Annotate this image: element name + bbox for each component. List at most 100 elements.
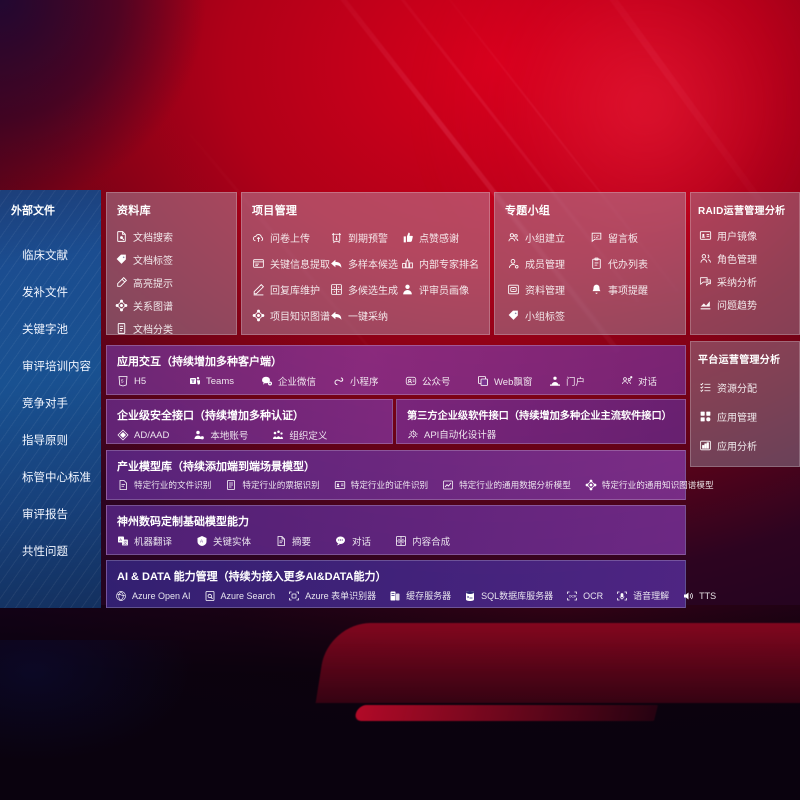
interact-item-mini-program[interactable]: 小程序	[333, 374, 405, 388]
interact-item-portal[interactable]: 门户	[549, 374, 621, 388]
third-item-api-designer[interactable]: API自动化设计器	[407, 427, 496, 441]
kb-item-document-search[interactable]: 文档搜索	[115, 225, 228, 248]
sidebar-item-review-training[interactable]: 审评培训内容	[0, 347, 101, 384]
tg-item-group-tag[interactable]: 小组标签	[507, 303, 590, 328]
pm-item-one-click-adopt[interactable]: 一键采纳	[330, 303, 401, 328]
tg-item-label: 小组建立	[525, 234, 565, 245]
base-item-dialog[interactable]: 对话	[335, 534, 371, 548]
background-shape	[0, 640, 330, 800]
model-item-receipt-recognition[interactable]: 特定行业的票据识别	[225, 479, 320, 491]
sidebar-item-common-issues[interactable]: 共性问题	[0, 532, 101, 569]
kb-item-document-tag[interactable]: 文档标签	[115, 248, 228, 271]
sec-item-local-account[interactable]: 本地账号	[193, 428, 248, 442]
ai-item-sql-database[interactable]: SQL数据库服务器	[464, 589, 553, 602]
base-item-content-synthesis[interactable]: 内容合成	[395, 534, 450, 548]
interact-item-teams[interactable]: Teams	[189, 375, 261, 387]
sidebar-item-label: 审评报告	[22, 508, 68, 521]
sidebar-item-supplement-docs[interactable]: 发补文件	[0, 273, 101, 310]
pm-item-multi-sample-candidate[interactable]: 多样本候选	[330, 251, 401, 276]
sidebar-item-keyword-pool[interactable]: 关键字池	[0, 310, 101, 347]
pm-item-reviewer-portrait[interactable]: 评审员画像	[401, 277, 479, 302]
kb-item-label: 文档分类	[133, 325, 173, 336]
raid-item-role-management[interactable]: 角色管理	[699, 247, 791, 270]
ai-item-tts[interactable]: TTS	[682, 590, 716, 602]
model-item-file-recognition[interactable]: 特定行业的文件识别	[117, 479, 211, 491]
tg-item-label: 小组标签	[525, 312, 565, 323]
sidebar-item-clinical-literature[interactable]: 临床文献	[0, 236, 101, 273]
tg-item-group-create[interactable]: 小组建立	[507, 225, 590, 250]
raid-item-issue-trend[interactable]: 问题趋势	[699, 293, 791, 316]
base-item-summary[interactable]: 摘要	[275, 534, 311, 548]
tg-item-event-reminder[interactable]: 事项提醒	[590, 277, 673, 302]
grid-expand-icon	[330, 283, 343, 296]
web-window-icon	[477, 375, 489, 387]
interact-item-web-popup[interactable]: Web飘窗	[477, 374, 549, 388]
thumbs-up-icon	[401, 231, 414, 244]
ai-data-title: AI & DATA 能力管理（持续为接入更多AI&DATA能力）	[117, 571, 387, 583]
industry-model-title: 产业模型库（持续添加端到端场景模型）	[117, 461, 315, 473]
ai-item-form-recognizer[interactable]: Azure 表单识别器	[288, 589, 376, 602]
kb-item-highlight[interactable]: 高亮提示	[115, 271, 228, 294]
pm-item-key-info-extract[interactable]: 关键信息提取	[252, 251, 330, 276]
interact-item-official-account[interactable]: 公众号	[405, 374, 477, 388]
entity-icon: A	[196, 535, 208, 547]
cloud-upload-icon	[252, 231, 265, 244]
pm-item-due-alert[interactable]: 到期预警	[330, 225, 401, 250]
sidebar-item-standards-center[interactable]: 标管中心标准	[0, 458, 101, 495]
model-item-knowledge-graph[interactable]: 特定行业的通用知识图谱模型	[585, 479, 714, 491]
sec-item-ad-aad[interactable]: AD/AAD	[117, 429, 169, 441]
pm-item-multi-candidate-gen[interactable]: 多候选生成	[330, 277, 401, 302]
pm-item-project-knowledge-graph[interactable]: 项目知识图谱	[252, 303, 330, 328]
model-item-label: 特定行业的通用数据分析模型	[459, 480, 571, 490]
plat-item-app-analysis[interactable]: 应用分析	[699, 431, 791, 460]
official-account-icon	[405, 375, 417, 387]
base-item-key-entity[interactable]: A 关键实体	[196, 534, 251, 548]
pm-item-internal-expert-ranking[interactable]: 内部专家排名	[401, 251, 479, 276]
ai-item-ocr[interactable]: OCR OCR	[566, 590, 603, 602]
ai-item-azure-search[interactable]: Azure Search	[204, 590, 275, 602]
sec-item-label: AD/AAD	[134, 429, 170, 441]
cache-server-icon	[389, 590, 401, 602]
tg-item-message-board[interactable]: 留言板	[590, 225, 673, 250]
model-item-id-recognition[interactable]: 特定行业的证件识别	[334, 479, 428, 491]
ai-item-azure-openai[interactable]: Azure Open AI	[115, 590, 191, 602]
wechat-work-icon	[261, 375, 273, 387]
sidebar-item-guidelines[interactable]: 指导原则	[0, 421, 101, 458]
model-item-data-analysis[interactable]: 特定行业的通用数据分析模型	[442, 479, 571, 491]
azure-ad-icon	[117, 429, 129, 441]
pm-item-questionnaire-upload[interactable]: 问卷上传	[252, 225, 330, 250]
third-party-interface-title: 第三方企业级软件接口（持续增加多种企业主流软件接口）	[407, 411, 672, 422]
sidebar-item-review-report[interactable]: 审评报告	[0, 495, 101, 532]
project-management-items: 问卷上传 到期预警 点赞感谢 关键信息提取 多样本候选 内部专家排名	[242, 225, 489, 328]
plat-item-resource-allocation[interactable]: 资源分配	[699, 373, 791, 402]
tg-item-member-management[interactable]: 成员管理	[507, 251, 590, 276]
kb-item-relation-graph[interactable]: 关系图谱	[115, 294, 228, 317]
sidebar-item-competitors[interactable]: 竞争对手	[0, 384, 101, 421]
pm-item-reply-library[interactable]: 回复库维护	[252, 277, 330, 302]
interact-item-dialog[interactable]: 对话	[621, 374, 657, 388]
pm-item-label: 多候选生成	[348, 286, 398, 297]
ai-item-speech-understanding[interactable]: 语音理解	[616, 589, 669, 602]
interact-item-h5[interactable]: 5 H5	[117, 375, 189, 387]
plat-item-label: 资源分配	[717, 384, 757, 395]
organization-icon	[272, 429, 284, 441]
person-settings-icon	[507, 257, 520, 270]
ai-item-cache-server[interactable]: 缓存服务器	[389, 589, 451, 602]
sec-item-org-definition[interactable]: 组织定义	[272, 428, 327, 442]
pm-item-thanks-like[interactable]: 点赞感谢	[401, 225, 479, 250]
receipt-icon	[225, 479, 237, 491]
tag-icon	[115, 253, 128, 266]
kb-item-document-category[interactable]: 文档分类	[115, 317, 228, 340]
sidebar-texture	[0, 190, 101, 608]
raid-item-adoption-analysis[interactable]: QA 采纳分析	[699, 270, 791, 293]
summary-doc-icon	[275, 535, 287, 547]
interact-item-wechat-work[interactable]: 企业微信	[261, 374, 333, 388]
raid-item-user-profile[interactable]: 用户镜像	[699, 224, 791, 247]
sidebar-item-label: 临床文献	[22, 249, 68, 262]
tg-item-todo-list[interactable]: 代办列表	[590, 251, 673, 276]
tg-item-material-management[interactable]: 资料管理	[507, 277, 590, 302]
plat-item-app-management[interactable]: 应用管理	[699, 402, 791, 431]
svg-text:A: A	[200, 539, 203, 544]
